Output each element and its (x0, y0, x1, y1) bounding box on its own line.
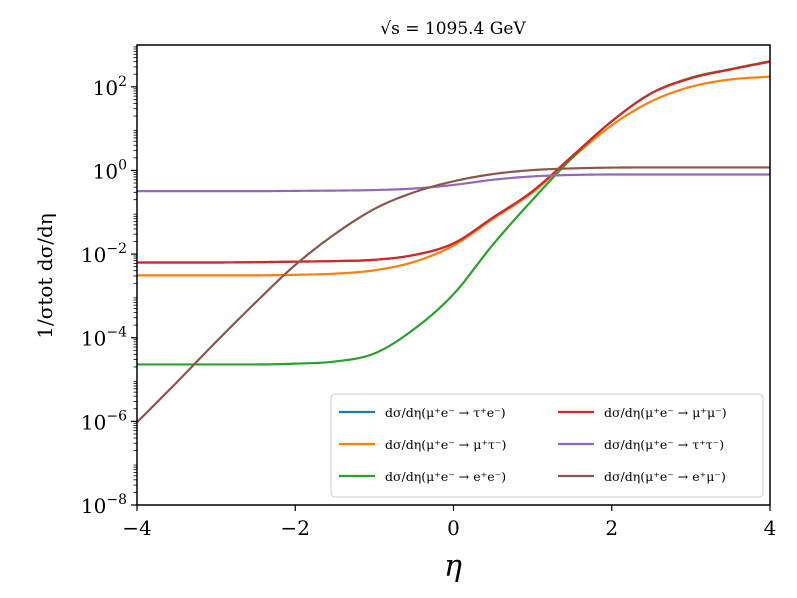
y-tick-label: 102 (93, 74, 127, 100)
x-tick-label: 2 (605, 516, 618, 540)
x-tick-label: 4 (764, 516, 777, 540)
series-line-2 (137, 60, 770, 366)
x-tick-label: −4 (122, 516, 151, 540)
x-tick-label: 0 (447, 516, 460, 540)
legend-box (330, 393, 764, 498)
chart-title: √s = 1095.4 GeV (380, 19, 526, 39)
series-line-3 (137, 60, 770, 264)
y-axis-ticks: 10−8 10−6 10−4 10−2 100 102 (81, 46, 137, 518)
x-axis-label: η (444, 549, 462, 584)
y-tick-label: 10−6 (81, 408, 127, 434)
legend: dσ/dη(μ⁺e⁻ → τ⁺e⁻) dσ/dη(μ⁺e⁻ → μ⁺τ⁻) dσ/d… (330, 393, 764, 498)
y-tick-label: 100 (93, 157, 127, 183)
y-tick-label: 10−2 (81, 241, 127, 267)
legend-label: dσ/dη(μ⁺e⁻ → μ⁺μ⁻) (604, 405, 727, 420)
x-axis-ticks: −4 −2 0 2 4 (122, 505, 776, 540)
y-axis-label: 1/σtot dσ/dη (33, 213, 57, 339)
legend-label: dσ/dη(μ⁺e⁻ → τ⁺τ⁻) (604, 437, 724, 452)
series-layer (137, 60, 770, 424)
y-tick-label: 10−4 (81, 325, 127, 351)
series-line-4 (137, 173, 770, 193)
legend-label: dσ/dη(μ⁺e⁻ → μ⁺τ⁻) (385, 437, 506, 452)
legend-label: dσ/dη(μ⁺e⁻ → τ⁺e⁻) (385, 405, 506, 420)
legend-label: dσ/dη(μ⁺e⁻ → e⁺μ⁻) (604, 469, 726, 484)
y-tick-label: 10−8 (81, 492, 127, 518)
series-line-5 (137, 166, 770, 424)
legend-label: dσ/dη(μ⁺e⁻ → e⁺e⁻) (385, 469, 506, 484)
x-tick-label: −2 (281, 516, 310, 540)
series-line-1 (137, 75, 770, 277)
